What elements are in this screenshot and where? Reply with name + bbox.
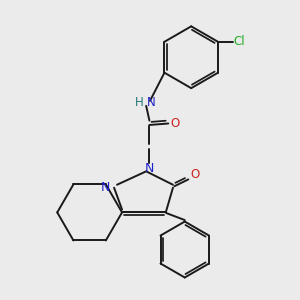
Text: O: O — [170, 117, 180, 130]
Text: Cl: Cl — [234, 35, 245, 48]
Text: N: N — [147, 96, 156, 109]
Text: N: N — [145, 162, 154, 175]
Text: N: N — [100, 181, 110, 194]
Text: H: H — [134, 96, 143, 109]
Text: O: O — [190, 168, 200, 181]
